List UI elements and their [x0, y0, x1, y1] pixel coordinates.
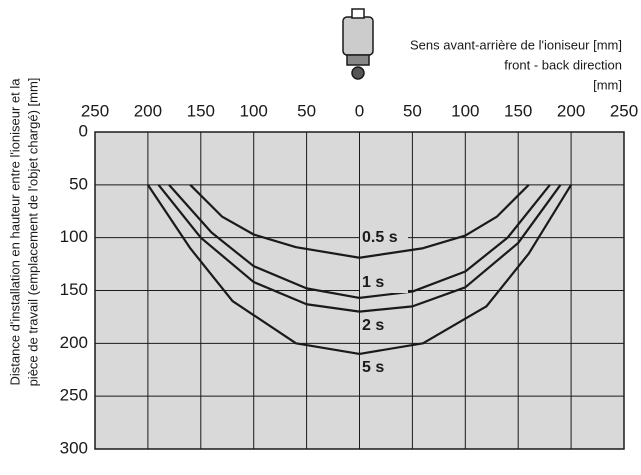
x-tick-label: 200	[134, 101, 162, 120]
series-line	[168, 184, 551, 299]
label-bg	[360, 228, 408, 248]
y-tick-label: 300	[60, 438, 88, 457]
label-bg	[360, 316, 408, 336]
y-tick-label: 0	[79, 121, 88, 140]
x-tick-label: 250	[81, 101, 109, 120]
series-label: 2 s	[362, 317, 384, 334]
x-tick-label: 200	[557, 101, 585, 120]
x-tick-label: 250	[610, 101, 638, 120]
y-axis-title: pièce de travail (emplacement de l'objet…	[25, 78, 40, 387]
y-tick-label: 50	[69, 174, 88, 193]
series-label: 0.5 s	[362, 229, 398, 246]
series-label: 5 s	[362, 359, 384, 376]
series-line	[157, 184, 562, 313]
series-line	[146, 184, 573, 355]
axis-title: front - back direction	[504, 57, 622, 72]
y-tick-label: 100	[60, 227, 88, 246]
x-tick-label: 50	[403, 101, 422, 120]
x-tick-label: 150	[504, 101, 532, 120]
y-axis-title: Distance d'installation en hauteur entre…	[7, 78, 22, 386]
ioniser-icon	[342, 8, 374, 80]
x-tick-label: 50	[297, 101, 316, 120]
series-line	[189, 184, 530, 259]
x-tick-label: 100	[240, 101, 268, 120]
y-tick-label: 250	[60, 386, 88, 405]
x-tick-label: 0	[355, 101, 364, 120]
y-tick-label: 150	[60, 280, 88, 299]
x-tick-label: 100	[451, 101, 479, 120]
x-tick-label: 150	[187, 101, 215, 120]
plot-border	[94, 131, 625, 450]
axis-title: Sens avant-arrière de l'ioniseur [mm]	[410, 37, 622, 52]
y-tick-label: 200	[60, 333, 88, 352]
label-bg	[360, 273, 408, 293]
label-bg	[360, 358, 408, 378]
axis-title: [mm]	[593, 77, 622, 92]
series-label: 1 s	[362, 274, 384, 291]
